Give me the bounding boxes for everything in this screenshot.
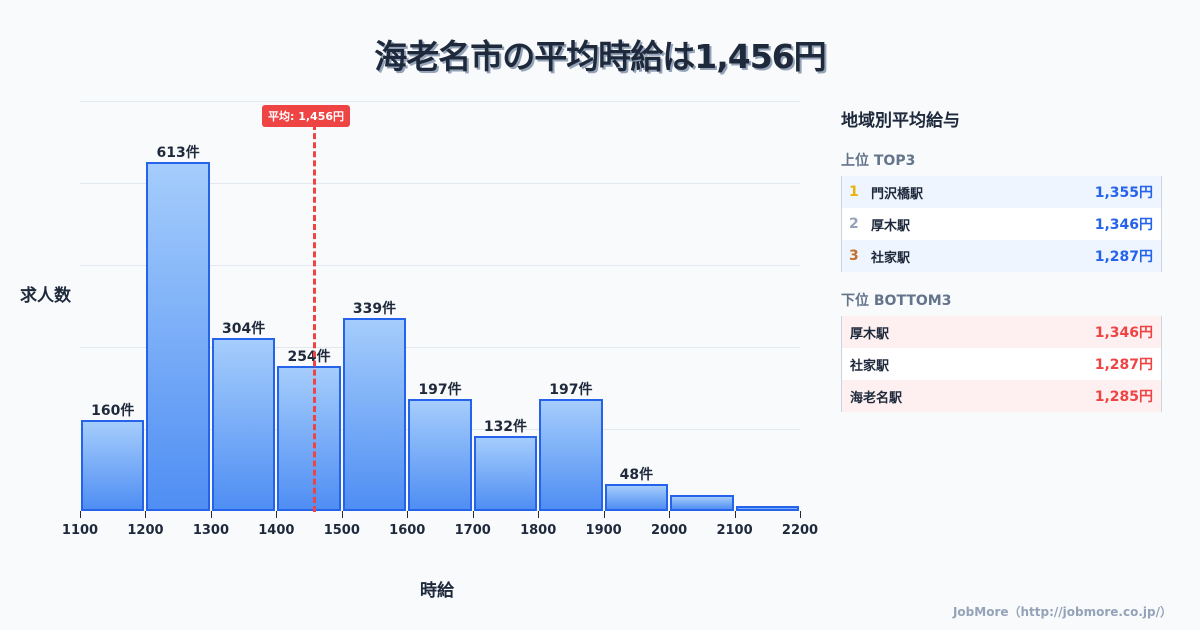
bar-value-label: 160件 xyxy=(91,402,135,419)
x-tick xyxy=(210,511,212,518)
rank: 1 xyxy=(849,184,859,200)
x-tick-label: 1300 xyxy=(192,523,229,538)
histogram-bar xyxy=(277,366,341,511)
table-row: 厚木駅 1,346円 xyxy=(842,316,1161,348)
station-name: 海老名駅 xyxy=(850,390,903,406)
grid-line xyxy=(80,265,800,266)
station-name: 門沢橋駅 xyxy=(871,186,924,202)
x-tick xyxy=(341,511,343,518)
top3-table: 1 門沢橋駅 1,355円 2 厚木駅 1,346円 3 社家駅 1,287円 xyxy=(841,176,1162,272)
salary-value: 1,346円 xyxy=(1094,217,1153,233)
x-tick-label: 1100 xyxy=(61,523,99,538)
histogram-bar xyxy=(670,495,734,511)
table-row: 1 門沢橋駅 1,355円 xyxy=(842,176,1161,208)
rank: 3 xyxy=(849,248,859,264)
bar-value-label: 48件 xyxy=(619,466,654,483)
x-tick xyxy=(734,511,736,518)
histogram-bar xyxy=(81,419,145,511)
bar-value-label: 613件 xyxy=(156,144,200,161)
histogram-bar xyxy=(473,435,538,511)
bar-value-label: 254件 xyxy=(287,349,331,366)
x-tick xyxy=(407,511,409,518)
top3-label: 上位 TOP3 xyxy=(841,153,916,169)
table-row: 3 社家駅 1,287円 xyxy=(842,240,1161,272)
grid-line xyxy=(80,347,800,348)
page-title: 海老名市の平均時給は1,456円 xyxy=(374,37,826,76)
bottom3-table: 厚木駅 1,346円 社家駅 1,287円 海老名駅 1,285円 xyxy=(841,316,1162,412)
histogram-bar xyxy=(342,317,407,511)
average-line xyxy=(313,124,316,512)
histogram-bar xyxy=(604,483,669,511)
salary-value: 1,287円 xyxy=(1094,249,1153,265)
salary-value: 1,287円 xyxy=(1094,357,1153,373)
table-row: 2 厚木駅 1,346円 xyxy=(842,208,1161,240)
x-tick xyxy=(603,511,605,518)
x-tick-label: 1600 xyxy=(389,523,426,538)
x-tick xyxy=(538,511,540,518)
histogram-bar xyxy=(735,505,799,511)
x-tick-label: 1500 xyxy=(323,523,360,538)
x-tick xyxy=(472,511,474,518)
x-tick xyxy=(669,511,671,518)
bar-value-label: 197件 xyxy=(549,381,593,398)
table-row: 社家駅 1,287円 xyxy=(842,348,1161,380)
x-tick-label: 2000 xyxy=(650,523,688,538)
x-tick-label: 1200 xyxy=(127,523,164,538)
salary-value: 1,285円 xyxy=(1094,389,1153,405)
histogram-bar xyxy=(408,398,472,511)
bottom3-label: 下位 BOTTOM3 xyxy=(841,293,952,309)
histogram-bar xyxy=(146,161,210,511)
x-tick xyxy=(80,511,81,518)
histogram-bar xyxy=(211,337,276,511)
x-tick-label: 2100 xyxy=(716,523,753,538)
grid-line xyxy=(80,183,800,184)
salary-value: 1,346円 xyxy=(1094,325,1153,341)
histogram-chart: 160件 613件 304件 254件 339件 197件 132件 197件 48件 1100… xyxy=(20,101,818,601)
grid-line xyxy=(80,101,800,102)
station-name: 厚木駅 xyxy=(850,326,890,342)
x-tick xyxy=(800,511,801,518)
footer-credit: JobMore（http://jobmore.co.jp/） xyxy=(952,605,1172,619)
x-tick-label: 1800 xyxy=(520,523,557,538)
histogram-bar xyxy=(539,398,603,511)
bar-value-label: 132件 xyxy=(483,418,528,435)
average-badge: 平均: 1,456円 xyxy=(262,105,351,127)
x-tick xyxy=(276,511,278,518)
rank: 2 xyxy=(849,216,859,232)
station-name: 社家駅 xyxy=(850,358,890,374)
bar-value-label: 197件 xyxy=(418,381,462,398)
x-tick-label: 1900 xyxy=(585,523,622,538)
x-axis-label: 時給 xyxy=(420,581,454,601)
station-name: 厚木駅 xyxy=(871,218,911,234)
panel-title: 地域別平均給与 xyxy=(841,111,960,131)
salary-value: 1,355円 xyxy=(1094,185,1153,201)
bar-value-label: 339件 xyxy=(352,300,397,317)
y-axis-label: 求人数 xyxy=(20,286,71,306)
bar-value-label: 304件 xyxy=(222,320,266,337)
x-tick-label: 2200 xyxy=(781,523,819,538)
table-row: 海老名駅 1,285円 xyxy=(842,380,1161,412)
x-tick-label: 1400 xyxy=(258,523,295,538)
station-name: 社家駅 xyxy=(871,250,911,266)
x-tick-label: 1700 xyxy=(454,523,491,538)
x-tick xyxy=(145,511,147,518)
